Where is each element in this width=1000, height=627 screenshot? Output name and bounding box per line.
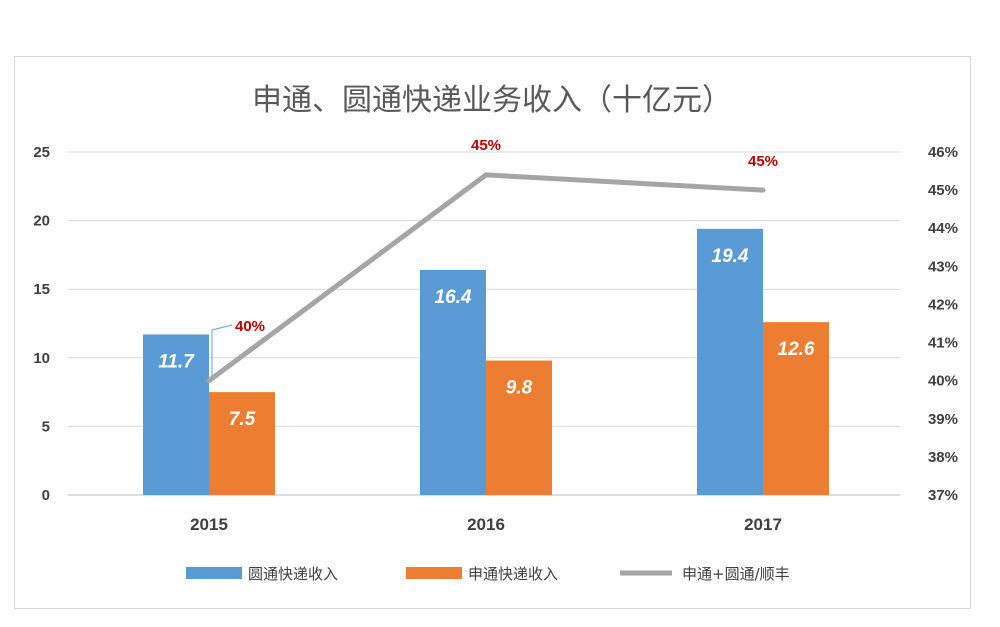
y2-tick-label: 39% xyxy=(928,411,958,428)
bar xyxy=(209,392,275,495)
y2-tick-label: 40% xyxy=(928,373,958,390)
y2-tick-label: 43% xyxy=(928,258,958,275)
line-point xyxy=(760,187,766,193)
y2-tick-label: 44% xyxy=(928,220,958,237)
line-value-label: 45% xyxy=(748,153,778,170)
label-leader-line xyxy=(211,324,233,376)
y2-tick-label: 38% xyxy=(928,449,958,466)
line-point xyxy=(206,378,212,384)
bar xyxy=(143,334,209,495)
legend: 圆通快递收入 申通快递收入 申通+圆通/顺丰 xyxy=(186,565,790,583)
y-tick-label: 5 xyxy=(42,418,50,435)
legend-label: 圆通快递收入 xyxy=(248,565,338,583)
legend-label: 申通快递收入 xyxy=(468,565,558,583)
chart-title: 申通、圆通快递业务收入（十亿元） xyxy=(252,83,732,118)
y-tick-label: 10 xyxy=(33,350,50,367)
x-tick-label: 2016 xyxy=(467,515,505,534)
y2-tick-label: 41% xyxy=(928,335,958,352)
bar-value-label: 12.6 xyxy=(778,339,815,360)
y2-tick-label: 45% xyxy=(928,182,958,199)
bar-value-label: 7.5 xyxy=(229,409,256,430)
y-tick-label: 15 xyxy=(33,281,50,298)
bar xyxy=(763,322,829,495)
bar-value-label: 19.4 xyxy=(712,246,749,267)
bar-value-label: 16.4 xyxy=(435,287,472,308)
x-tick-label: 2015 xyxy=(190,515,228,534)
y2-tick-label: 42% xyxy=(928,296,958,313)
y2-tick-label: 37% xyxy=(928,487,958,504)
right-axis: 37% 38% 39% 40% 41% 42% 43% 44% 45% 46% xyxy=(928,144,958,504)
left-axis: 0 5 10 15 20 25 xyxy=(33,144,50,504)
bar xyxy=(486,360,552,495)
legend-label: 申通+圆通/顺丰 xyxy=(682,565,790,583)
y2-tick-label: 46% xyxy=(928,144,958,161)
line-value-label: 45% xyxy=(471,137,501,154)
line-value-label: 40% xyxy=(235,318,265,335)
legend-swatch xyxy=(406,567,462,579)
x-tick-label: 2017 xyxy=(744,515,782,534)
bar xyxy=(697,228,763,495)
line-point xyxy=(483,172,489,178)
y-tick-label: 0 xyxy=(42,487,50,504)
ratio-line: 40% 45% 45% xyxy=(206,137,778,384)
y-tick-label: 20 xyxy=(33,213,50,230)
bar-value-label: 9.8 xyxy=(506,378,533,399)
legend-swatch xyxy=(186,567,242,579)
bar xyxy=(420,269,486,495)
category-axis: 2015 2016 2017 xyxy=(190,515,782,534)
bar-value-label: 11.7 xyxy=(158,351,195,372)
y-tick-label: 25 xyxy=(33,144,50,161)
bars: 11.7 16.4 19.4 7.5 9.8 12.6 xyxy=(143,228,829,495)
